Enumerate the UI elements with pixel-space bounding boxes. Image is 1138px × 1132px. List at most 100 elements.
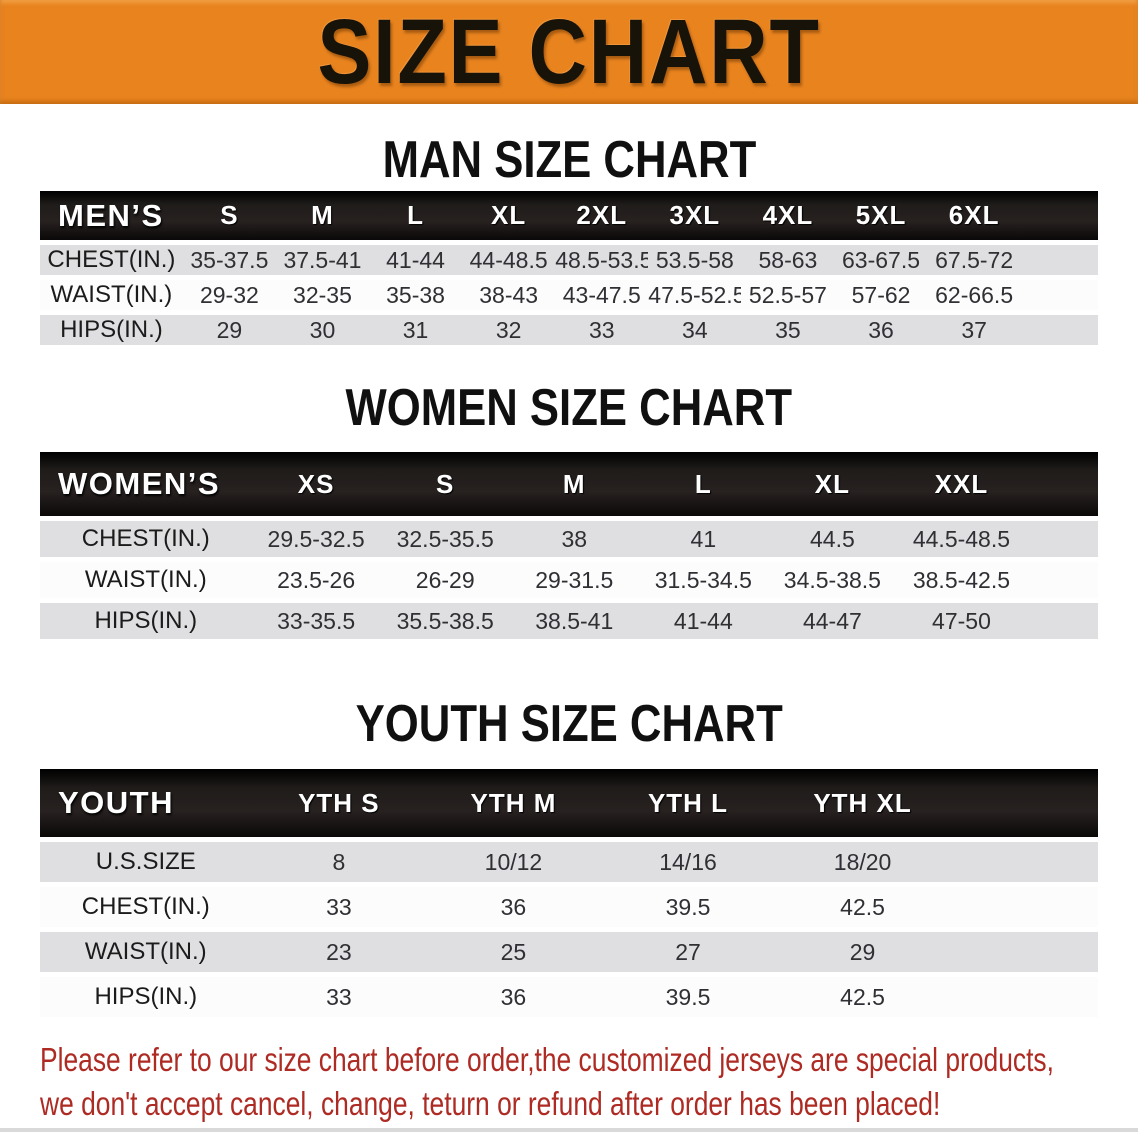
men-measurement-value: 29-32: [182, 280, 276, 310]
women-section-heading: WOMEN SIZE CHART: [0, 382, 1138, 434]
men-measurement-value: 32: [462, 315, 556, 345]
men-measurement-value: 43-47.5: [555, 280, 649, 310]
women-measurement-value: 44.5: [767, 521, 897, 557]
man-section-heading-text: MAN SIZE CHART: [382, 131, 756, 189]
women-size-column-header: L: [638, 452, 768, 516]
women-row-filler: [1025, 603, 1098, 639]
women-measurement-label: CHEST(IN.): [40, 521, 252, 557]
youth-row-filler: [949, 887, 1098, 927]
men-measurement-value: 29: [182, 315, 276, 345]
women-size-column-header: XXL: [896, 452, 1026, 516]
men-table-header-row: MEN’S S M L XL 2XL 3XL 4XL 5XL 6XL: [40, 191, 1098, 240]
men-measurement-row: HIPS(IN.) 29 30 31 32 33 34 35 36 37: [40, 315, 1098, 345]
youth-size-table: YOUTH YTH S YTH M YTH L YTH XL U.S.SIZE 8 10/12…: [40, 764, 1098, 1022]
women-size-column-header: M: [509, 452, 639, 516]
youth-measurement-row: U.S.SIZE 8 10/12 14/16 18/20: [40, 842, 1098, 882]
women-group-label: WOMEN’S: [40, 452, 252, 516]
youth-measurement-value: 42.5: [775, 977, 950, 1017]
youth-measurement-value: 18/20: [775, 842, 950, 882]
youth-measurement-label: WAIST(IN.): [40, 932, 252, 972]
man-size-section: MAN SIZE CHART MEN’S S M L XL 2XL 3XL 4XL 5XL 6XL…: [0, 134, 1138, 350]
youth-measurement-value: 39.5: [600, 977, 776, 1017]
men-size-column-header: 6XL: [927, 191, 1021, 240]
youth-size-section: YOUTH SIZE CHART YOUTH YTH S YTH M YTH L YTH…: [0, 698, 1138, 1022]
women-measurement-value: 31.5-34.5: [638, 562, 768, 598]
youth-measurement-label: HIPS(IN.): [40, 977, 252, 1017]
men-measurement-value: 31: [369, 315, 463, 345]
men-measurement-value: 33: [555, 315, 649, 345]
youth-measurement-value: 29: [775, 932, 950, 972]
order-notice-line-1: Please refer to our size chart before or…: [40, 1038, 1138, 1082]
women-size-table: WOMEN’S XS S M L XL XXL CHEST(IN.) 29.5-32.5 32.5…: [40, 447, 1098, 644]
men-size-column-header: 2XL: [555, 191, 649, 240]
women-row-filler: [1025, 521, 1098, 557]
men-measurement-value: 52.5-57: [741, 280, 835, 310]
youth-measurement-value: 42.5: [775, 887, 950, 927]
men-measurement-row: CHEST(IN.) 35-37.5 37.5-41 41-44 44-48.5 48.5…: [40, 245, 1098, 275]
men-measurement-row: WAIST(IN.) 29-32 32-35 35-38 38-43 43-47.5 47.…: [40, 280, 1098, 310]
men-measurement-value: 53.5-58: [648, 245, 742, 275]
youth-group-label: YOUTH: [40, 769, 252, 837]
men-measurement-value: 37.5-41: [275, 245, 370, 275]
order-notice: Please refer to our size chart before or…: [40, 1038, 1138, 1126]
men-measurement-value: 35-37.5: [182, 245, 276, 275]
women-size-column-header: XL: [767, 452, 897, 516]
men-measurement-value: 58-63: [741, 245, 835, 275]
women-measurement-value: 32.5-35.5: [380, 521, 510, 557]
women-measurement-label: WAIST(IN.): [40, 562, 252, 598]
youth-measurement-row: CHEST(IN.) 33 36 39.5 42.5: [40, 887, 1098, 927]
women-size-section: WOMEN SIZE CHART WOMEN’S XS S M L XL XXL CHEST(…: [0, 382, 1138, 644]
men-measurement-value: 48.5-53.5: [555, 245, 649, 275]
youth-measurement-value: 23: [251, 932, 427, 972]
women-size-column-header: S: [380, 452, 510, 516]
men-size-table: MEN’S S M L XL 2XL 3XL 4XL 5XL 6XL CHEST(IN.) 35-37…: [40, 186, 1098, 350]
man-section-heading: MAN SIZE CHART: [0, 134, 1138, 186]
men-measurement-value: 57-62: [834, 280, 928, 310]
women-measurement-value: 29.5-32.5: [251, 521, 381, 557]
men-measurement-value: 41-44: [369, 245, 463, 275]
women-measurement-value: 35.5-38.5: [380, 603, 510, 639]
men-row-filler: [1020, 245, 1098, 275]
order-notice-line-2-text: we don't accept cancel, change, teturn o…: [40, 1085, 941, 1122]
women-section-heading-text: WOMEN SIZE CHART: [345, 379, 793, 437]
size-chart-banner: SIZE CHART: [0, 0, 1138, 104]
women-size-table-wrap: WOMEN’S XS S M L XL XXL CHEST(IN.) 29.5-32.5 32.5…: [0, 447, 1138, 644]
men-measurement-value: 44-48.5: [462, 245, 556, 275]
youth-measurement-value: 25: [426, 932, 601, 972]
men-row-filler: [1020, 315, 1098, 345]
youth-section-heading-text: YOUTH SIZE CHART: [355, 695, 783, 753]
men-measurement-value: 36: [834, 315, 928, 345]
youth-row-filler: [949, 932, 1098, 972]
men-size-column-header: 4XL: [741, 191, 835, 240]
men-size-column-header: 3XL: [648, 191, 742, 240]
women-measurement-value: 34.5-38.5: [767, 562, 897, 598]
men-measurement-label: HIPS(IN.): [40, 315, 183, 345]
youth-measurement-value: 27: [600, 932, 776, 972]
men-size-column-header: M: [275, 191, 370, 240]
women-measurement-value: 38: [509, 521, 639, 557]
men-size-column-header: S: [182, 191, 276, 240]
men-row-filler: [1020, 280, 1098, 310]
men-measurement-value: 63-67.5: [834, 245, 928, 275]
youth-measurement-value: 36: [426, 887, 601, 927]
men-measurement-value: 35-38: [369, 280, 463, 310]
youth-row-filler: [949, 977, 1098, 1017]
women-measurement-value: 38.5-41: [509, 603, 639, 639]
youth-size-column-header: YTH XL: [775, 769, 950, 837]
youth-measurement-row: HIPS(IN.) 33 36 39.5 42.5: [40, 977, 1098, 1017]
men-measurement-label: CHEST(IN.): [40, 245, 183, 275]
women-measurement-value: 47-50: [896, 603, 1026, 639]
youth-measurement-label: CHEST(IN.): [40, 887, 252, 927]
women-row-filler: [1025, 562, 1098, 598]
men-size-column-header: 5XL: [834, 191, 928, 240]
youth-table-header-row: YOUTH YTH S YTH M YTH L YTH XL: [40, 769, 1098, 837]
men-measurement-value: 67.5-72: [927, 245, 1021, 275]
men-measurement-label: WAIST(IN.): [40, 280, 183, 310]
youth-measurement-value: 14/16: [600, 842, 776, 882]
order-notice-line-2: we don't accept cancel, change, teturn o…: [40, 1082, 1138, 1126]
women-measurement-row: WAIST(IN.) 23.5-26 26-29 29-31.5 31.5-34.5 34…: [40, 562, 1098, 598]
youth-size-column-header: YTH L: [600, 769, 776, 837]
women-measurement-value: 44.5-48.5: [896, 521, 1026, 557]
order-notice-line-1-text: Please refer to our size chart before or…: [40, 1041, 1054, 1078]
men-group-label: MEN’S: [40, 191, 183, 240]
